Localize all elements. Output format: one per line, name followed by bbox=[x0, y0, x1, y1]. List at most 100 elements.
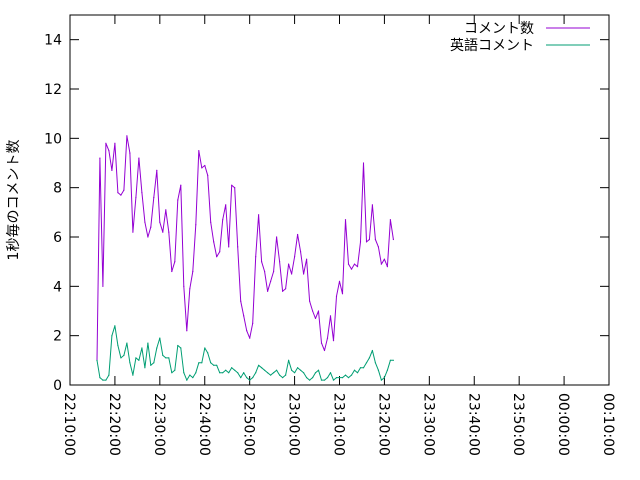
data-point bbox=[117, 192, 119, 194]
data-point bbox=[180, 184, 182, 186]
data-point bbox=[320, 379, 323, 381]
data-point bbox=[216, 256, 218, 258]
data-point bbox=[344, 374, 347, 376]
data-point bbox=[177, 199, 179, 201]
data-point bbox=[228, 372, 230, 374]
data-point bbox=[237, 372, 239, 374]
y-axis: 0 2 4 6 8 10 12 14 bbox=[44, 33, 609, 394]
data-point bbox=[306, 377, 308, 379]
x-tick-label: 22:20:00 bbox=[106, 393, 122, 456]
data-point bbox=[105, 142, 107, 144]
x-tick-label: 22:40:00 bbox=[196, 393, 212, 456]
data-point bbox=[264, 369, 266, 371]
data-point bbox=[213, 364, 215, 366]
data-point bbox=[120, 194, 122, 196]
data-point bbox=[276, 236, 278, 238]
data-point bbox=[273, 270, 275, 273]
data-point bbox=[279, 261, 281, 263]
data-point bbox=[371, 204, 373, 206]
data-point bbox=[195, 224, 197, 226]
data-point bbox=[111, 169, 113, 171]
y-tick-label: 2 bbox=[53, 329, 62, 345]
data-point bbox=[132, 374, 134, 376]
data-point bbox=[312, 377, 314, 379]
data-point bbox=[105, 379, 107, 381]
data-point bbox=[246, 330, 248, 332]
data-point bbox=[192, 270, 194, 273]
data-point bbox=[291, 369, 293, 371]
data-point bbox=[114, 325, 116, 327]
data-point bbox=[231, 184, 233, 186]
data-point bbox=[353, 369, 356, 371]
data-point bbox=[356, 266, 359, 268]
data-point bbox=[350, 268, 353, 270]
data-point bbox=[294, 372, 296, 374]
x-tick-label: 00:00:00 bbox=[555, 393, 571, 456]
data-point bbox=[338, 280, 341, 282]
data-point bbox=[171, 270, 173, 273]
y-axis-label: 1秒毎のコメント数 bbox=[6, 140, 22, 261]
data-point bbox=[150, 226, 152, 228]
data-point bbox=[108, 374, 110, 376]
data-point bbox=[347, 263, 350, 265]
data-point bbox=[326, 337, 329, 339]
data-point bbox=[282, 290, 284, 292]
data-point bbox=[249, 337, 251, 339]
data-point bbox=[359, 367, 362, 369]
data-point bbox=[252, 377, 254, 379]
x-tick-label: 23:50:00 bbox=[510, 393, 526, 456]
data-point bbox=[282, 377, 284, 379]
data-point bbox=[210, 362, 212, 364]
data-point bbox=[306, 258, 308, 260]
data-point bbox=[255, 372, 257, 374]
data-point bbox=[332, 340, 335, 342]
data-point bbox=[234, 369, 236, 371]
data-point bbox=[255, 256, 257, 258]
data-point bbox=[99, 157, 101, 159]
data-point bbox=[341, 377, 344, 379]
data-point bbox=[386, 369, 388, 371]
data-point bbox=[389, 359, 391, 361]
data-point bbox=[96, 359, 98, 361]
data-point bbox=[126, 342, 128, 344]
data-point bbox=[159, 221, 161, 223]
data-point bbox=[335, 295, 338, 297]
data-point bbox=[249, 379, 251, 381]
data-point bbox=[123, 354, 125, 356]
data-point bbox=[288, 263, 290, 265]
data-point bbox=[117, 344, 119, 347]
data-point bbox=[198, 150, 200, 152]
data-point bbox=[240, 377, 242, 379]
data-point bbox=[225, 369, 227, 371]
data-point bbox=[285, 288, 287, 290]
data-point bbox=[147, 236, 149, 238]
data-point bbox=[258, 364, 260, 366]
data-point bbox=[204, 347, 206, 349]
data-point bbox=[386, 266, 388, 268]
data-point bbox=[252, 322, 254, 324]
data-point bbox=[132, 231, 134, 233]
data-point bbox=[323, 349, 326, 352]
series-points-2 bbox=[96, 325, 394, 381]
data-point bbox=[198, 362, 200, 364]
data-point bbox=[368, 238, 370, 241]
data-point bbox=[243, 372, 245, 374]
data-point bbox=[344, 219, 347, 221]
data-point bbox=[291, 273, 293, 275]
data-point bbox=[186, 330, 188, 332]
data-point bbox=[270, 280, 272, 282]
data-point bbox=[353, 263, 356, 265]
data-point bbox=[243, 315, 245, 317]
data-point bbox=[147, 342, 149, 344]
series-points-1 bbox=[96, 135, 394, 361]
data-point bbox=[314, 372, 317, 374]
data-point bbox=[326, 377, 329, 379]
data-point bbox=[377, 246, 379, 248]
data-point bbox=[138, 359, 140, 361]
data-point bbox=[392, 238, 394, 241]
data-point bbox=[228, 246, 230, 248]
data-point bbox=[234, 187, 236, 189]
x-tick-label: 23:20:00 bbox=[375, 393, 391, 456]
